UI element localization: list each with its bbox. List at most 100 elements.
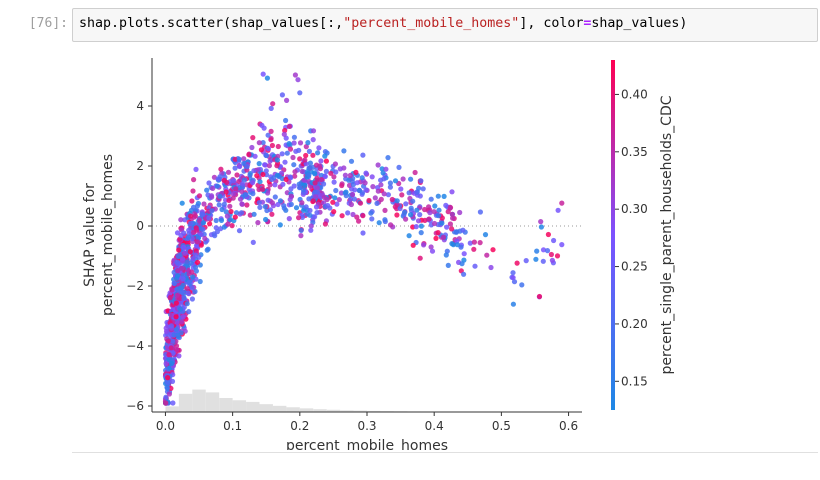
scatter-point — [514, 260, 520, 266]
scatter-point — [192, 213, 198, 219]
scatter-point — [362, 180, 368, 186]
scatter-point — [356, 187, 362, 193]
scatter-point — [459, 261, 465, 267]
scatter-point — [334, 201, 340, 207]
scatter-point — [267, 158, 273, 164]
scatter-point — [359, 175, 365, 181]
scatter-point — [477, 209, 483, 215]
scatter-point — [255, 167, 261, 173]
scatter-point — [303, 144, 309, 150]
scatter-point — [244, 164, 250, 170]
scatter-point — [282, 159, 288, 165]
scatter-point — [228, 208, 234, 215]
scatter-point — [302, 182, 308, 189]
scatter-point — [540, 258, 546, 264]
scatter-point — [382, 207, 388, 213]
scatter-point — [252, 153, 258, 159]
scatter-point — [187, 249, 193, 255]
scatter-point — [200, 220, 206, 226]
scatter-point — [316, 145, 322, 151]
scatter-point — [256, 140, 262, 146]
scatter-point — [205, 246, 211, 252]
scatter-point — [191, 177, 197, 183]
scatter-point — [328, 170, 334, 176]
x-tick-label: 0.5 — [492, 419, 511, 433]
scatter-point — [237, 196, 244, 202]
scatter-point — [264, 75, 270, 81]
scatter-point — [417, 212, 423, 218]
code-cell[interactable]: shap.plots.scatter(shap_values[:,"percen… — [72, 8, 818, 42]
scatter-point — [422, 217, 428, 223]
code-line[interactable]: shap.plots.scatter(shap_values[:,"percen… — [79, 16, 687, 31]
scatter-point — [296, 215, 302, 221]
scatter-point — [322, 173, 328, 180]
scatter-point — [254, 173, 260, 179]
scatter-point — [219, 206, 225, 213]
scatter-point — [173, 314, 179, 320]
scatter-point — [406, 190, 412, 196]
scatter-point — [287, 146, 294, 152]
scatter-point — [237, 163, 243, 170]
scatter-point — [196, 193, 203, 199]
scatter-point — [549, 257, 555, 263]
histogram — [165, 389, 569, 412]
scatter-point — [413, 224, 419, 230]
scatter-point — [420, 186, 426, 192]
y-tick-label: 2 — [136, 159, 144, 173]
scatter-point — [225, 221, 231, 227]
scatter-point — [318, 158, 324, 164]
scatter-point — [346, 182, 353, 188]
scatter-point — [421, 242, 427, 248]
scatter-point — [179, 319, 185, 325]
scatter-point — [400, 176, 406, 182]
scatter-point — [274, 157, 280, 163]
scatter-point — [369, 174, 375, 180]
scatter-point — [306, 172, 312, 178]
histogram-bar — [165, 406, 179, 412]
scatter-point — [333, 187, 339, 194]
scatter-point — [189, 198, 195, 204]
scatter-point — [190, 188, 196, 194]
scatter-point — [428, 196, 434, 202]
scatter-point — [188, 260, 194, 266]
scatter-point — [312, 180, 318, 186]
scatter-point — [250, 191, 256, 197]
code-string-literal: "percent_mobile_homes" — [343, 16, 520, 31]
histogram-bar — [299, 408, 314, 412]
scatter-point — [251, 168, 257, 174]
y-axis-label-line-1: SHAP value for — [82, 183, 98, 287]
scatter-point — [511, 279, 518, 285]
scatter-point — [281, 205, 287, 211]
scatter-point — [207, 221, 213, 227]
scatter-point — [193, 166, 199, 172]
scatter-point — [418, 223, 424, 229]
scatter-point — [168, 323, 174, 329]
scatter-point — [299, 168, 305, 174]
scatter-point — [265, 132, 271, 138]
scatter-point — [176, 247, 182, 253]
scatter-point — [349, 192, 356, 198]
scatter-point — [406, 233, 412, 239]
histogram-bar — [353, 410, 367, 412]
scatter-point — [482, 232, 489, 238]
scatter-point — [291, 140, 297, 146]
scatter-point — [389, 196, 395, 203]
scatter-point — [308, 227, 314, 233]
scatter-point — [347, 172, 353, 178]
scatter-point — [197, 278, 203, 285]
scatter-point — [170, 338, 176, 344]
scatter-point — [171, 332, 177, 338]
scatter-point — [536, 293, 543, 300]
scatter-point — [262, 204, 268, 210]
scatter-point — [300, 187, 306, 193]
scatter-point — [467, 240, 473, 246]
scatter-point — [297, 90, 303, 96]
scatter-point — [293, 205, 300, 211]
x-tick-label: 0.6 — [559, 419, 578, 433]
scatter-point — [204, 187, 210, 193]
histogram-bar — [259, 404, 273, 412]
scatter-point — [297, 156, 303, 162]
scatter-point — [230, 191, 236, 197]
scatter-point — [274, 172, 281, 178]
scatter-point — [179, 290, 186, 296]
